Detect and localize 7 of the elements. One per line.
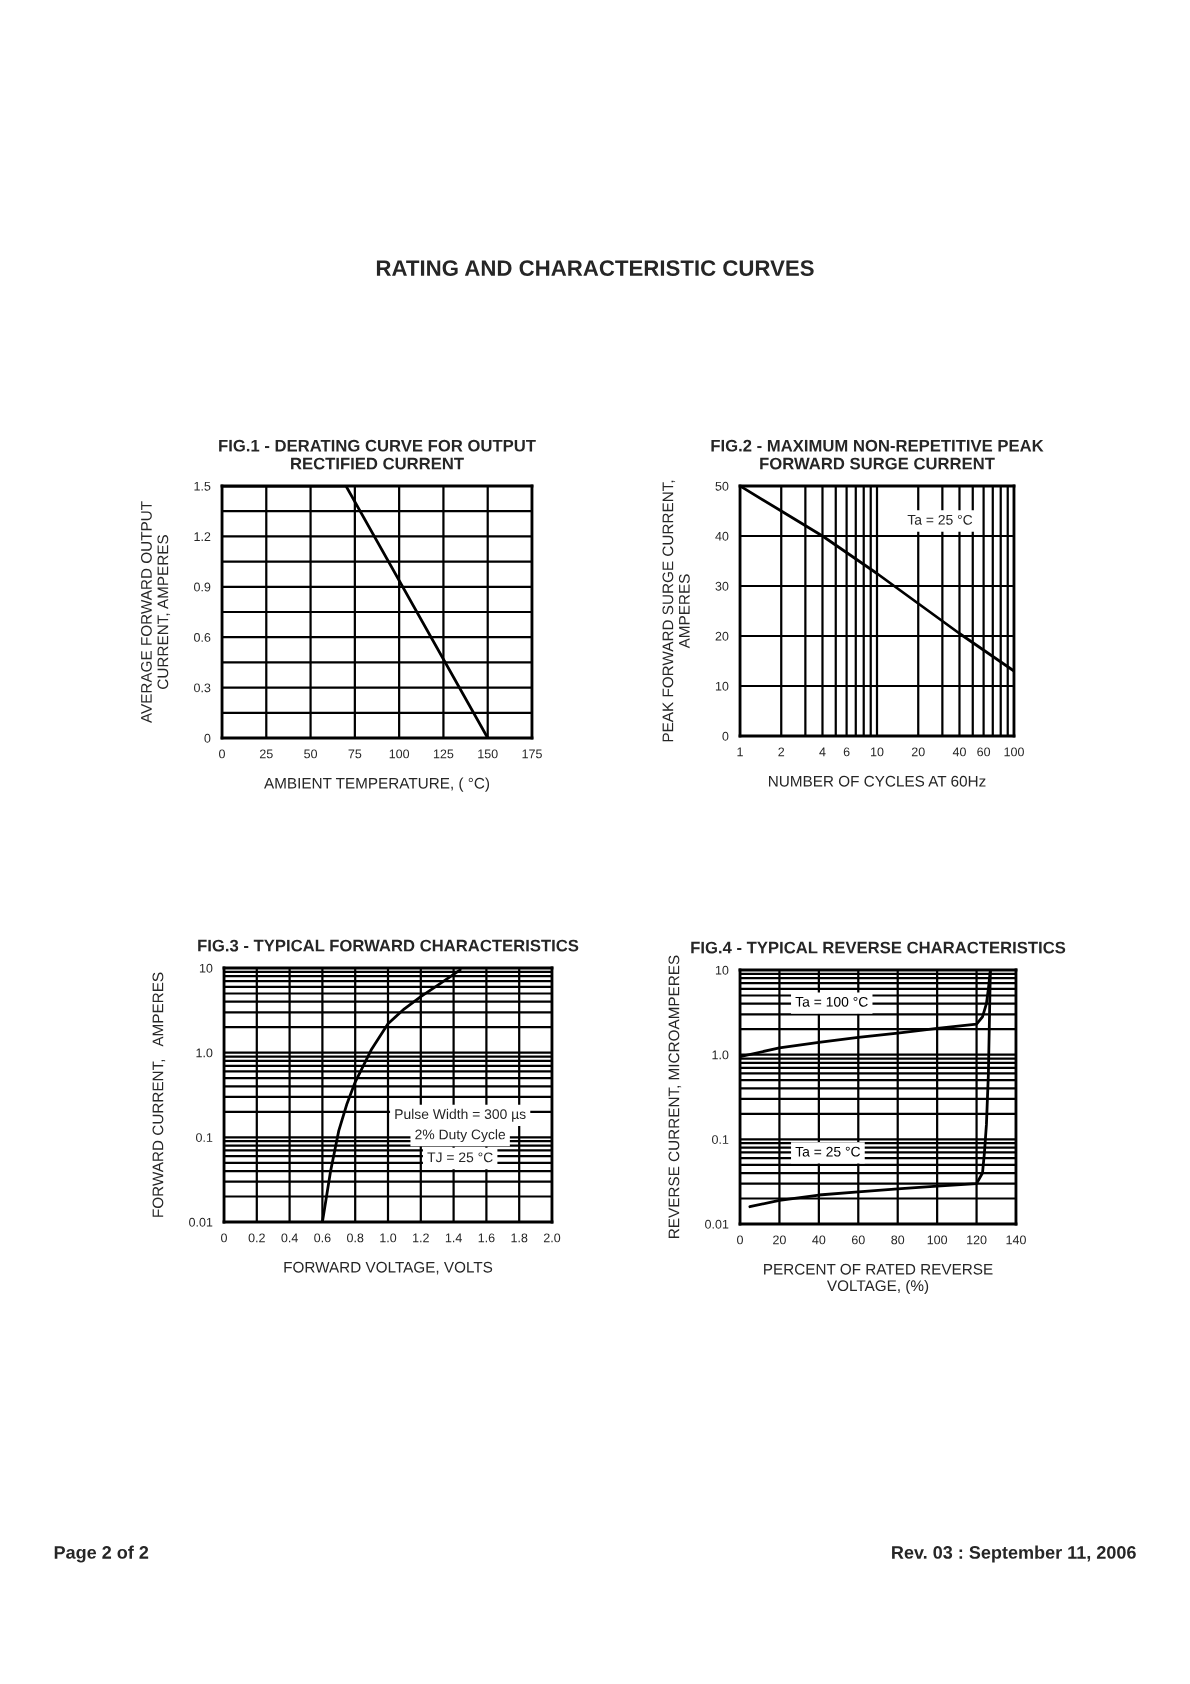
chart-title: FIG.1 - DERATING CURVE FOR OUTPUT RECTIFIED CURRENT <box>219 439 536 470</box>
chart-title: FIG.3 - TYPICAL FORWARD CHARACTERISTICS <box>198 939 579 952</box>
chart-title: FIG.4 - TYPICAL REVERSE CHARACTERISTICS <box>691 941 1066 954</box>
chart-title: FIG.2 - MAXIMUM NON-REPETITIVE PEAK FORWARD SURGE CURRENT <box>711 439 1044 470</box>
text: Rev. 03 : September 11, 2006 <box>892 1545 1136 1563</box>
text: RATING AND CHARACTERISTIC CURVES <box>376 260 814 276</box>
text: Page 2 of 2 <box>54 1545 149 1563</box>
